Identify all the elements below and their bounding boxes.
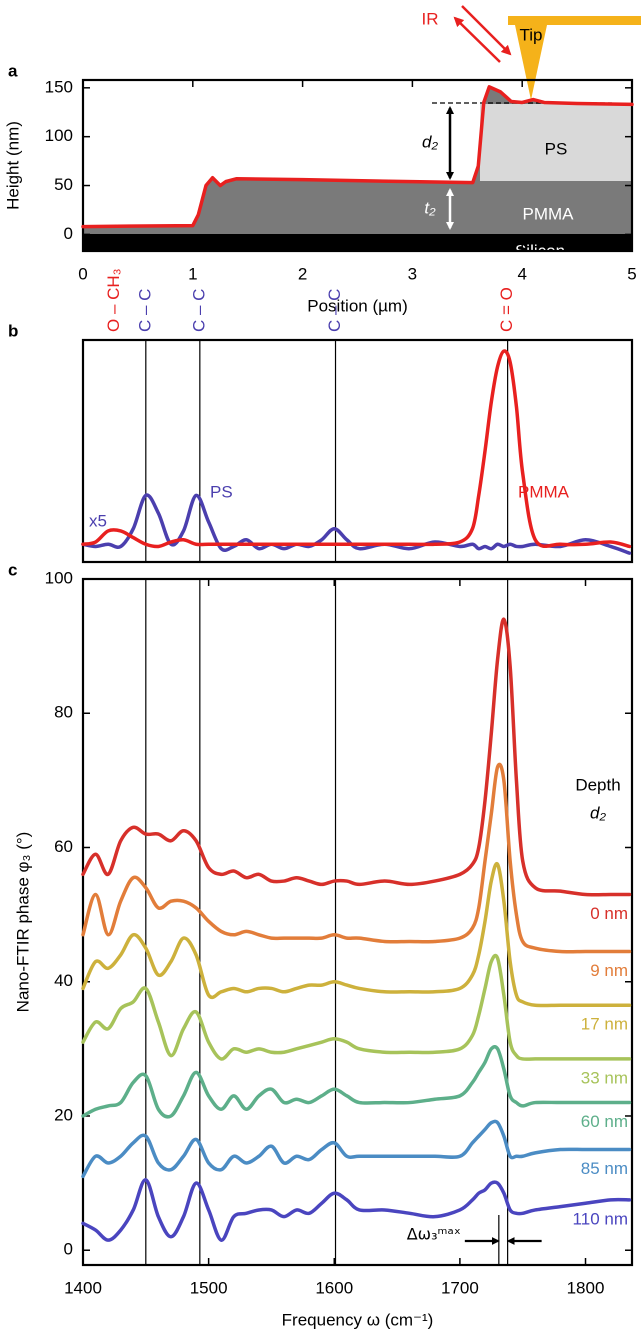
- legend-title: Depth: [575, 775, 620, 794]
- x-tick-label: 0: [78, 264, 87, 283]
- y-tick-label: 0: [64, 224, 73, 243]
- series-line: [81, 1178, 632, 1242]
- t2-label: t₂: [424, 198, 436, 217]
- silicon-layer: [83, 234, 632, 251]
- x-tick-label: 1: [188, 264, 197, 283]
- x-tick-label: 1800: [567, 1278, 605, 1297]
- series-line: [81, 953, 632, 1061]
- series-line: [81, 1045, 632, 1119]
- x-tick-label: 5: [627, 264, 636, 283]
- tip-shape: [508, 16, 641, 100]
- y-axis-label: Nano-FTIR phase φ₃ (°): [13, 832, 32, 1013]
- peak-label: C – C: [135, 289, 154, 332]
- y-tick-label: 80: [54, 703, 73, 722]
- y-tick-label: 150: [45, 77, 73, 96]
- sample-sketch: IR Tip d₂ t₂ PS PMMA Silicon: [83, 5, 641, 260]
- ps-label: PS: [545, 139, 568, 158]
- series-line: [81, 617, 632, 897]
- series-label: 33 nm: [581, 1068, 628, 1087]
- y-tick-label: 50: [54, 175, 73, 194]
- x-tick-label: 2: [298, 264, 307, 283]
- y-tick-label: 60: [54, 837, 73, 856]
- peak-label: C – C: [325, 289, 344, 332]
- series-line: [81, 349, 632, 549]
- y-tick-label: 100: [45, 126, 73, 145]
- peak-label: C – C: [189, 289, 208, 332]
- x-axis-label: Frequency ω (cm⁻¹): [282, 1310, 434, 1329]
- tip-label: Tip: [520, 25, 543, 44]
- plot-frame: [81, 78, 634, 253]
- series-line: [81, 861, 632, 1008]
- y-tick-label: 0: [64, 1240, 73, 1259]
- series-label: 85 nm: [581, 1159, 628, 1178]
- series-label: 60 nm: [581, 1112, 628, 1131]
- legend-title: d₂: [590, 803, 606, 822]
- scale-note: x5: [89, 511, 107, 530]
- x-tick-label: 1600: [315, 1278, 353, 1297]
- x-tick-label: 1500: [190, 1278, 228, 1297]
- ir-arrow-in: [461, 5, 512, 56]
- d2-label: d₂: [422, 132, 438, 151]
- delta-label: Δω₃ᵐᵃˣ: [407, 1225, 461, 1244]
- series-label: 9 nm: [590, 961, 628, 980]
- x-tick-label: 3: [408, 264, 417, 283]
- pmma-label: PMMA: [523, 204, 575, 223]
- panel-letter: c: [8, 560, 17, 579]
- peak-label: C = O: [497, 287, 516, 332]
- series-line: [81, 762, 632, 954]
- series-line: [81, 85, 634, 229]
- series-label: 0 nm: [590, 904, 628, 923]
- panel-letter: a: [8, 61, 18, 80]
- peak-label: O – CH₃: [104, 268, 123, 332]
- panel-letter: b: [8, 321, 18, 340]
- series-label: 17 nm: [581, 1015, 628, 1034]
- plot-frame: [81, 338, 634, 564]
- y-tick-label: 40: [54, 971, 73, 990]
- series-label: PMMA: [518, 482, 570, 501]
- series-label: 110 nm: [573, 1209, 628, 1228]
- y-tick-label: 100: [45, 568, 73, 587]
- x-axis-label: Position (µm): [307, 296, 407, 315]
- series-line: [81, 493, 632, 555]
- series-label: PS: [210, 482, 233, 501]
- y-axis-label: Height (nm): [3, 121, 22, 210]
- ir-arrow-out: [453, 16, 501, 63]
- series-line: [81, 1119, 632, 1179]
- plot-frame: [81, 577, 634, 1267]
- ps-layer: [480, 104, 632, 181]
- ir-label: IR: [422, 9, 439, 28]
- x-tick-label: 4: [517, 264, 526, 283]
- y-tick-label: 20: [54, 1105, 73, 1124]
- x-tick-label: 1400: [64, 1278, 102, 1297]
- x-tick-label: 1700: [441, 1278, 479, 1297]
